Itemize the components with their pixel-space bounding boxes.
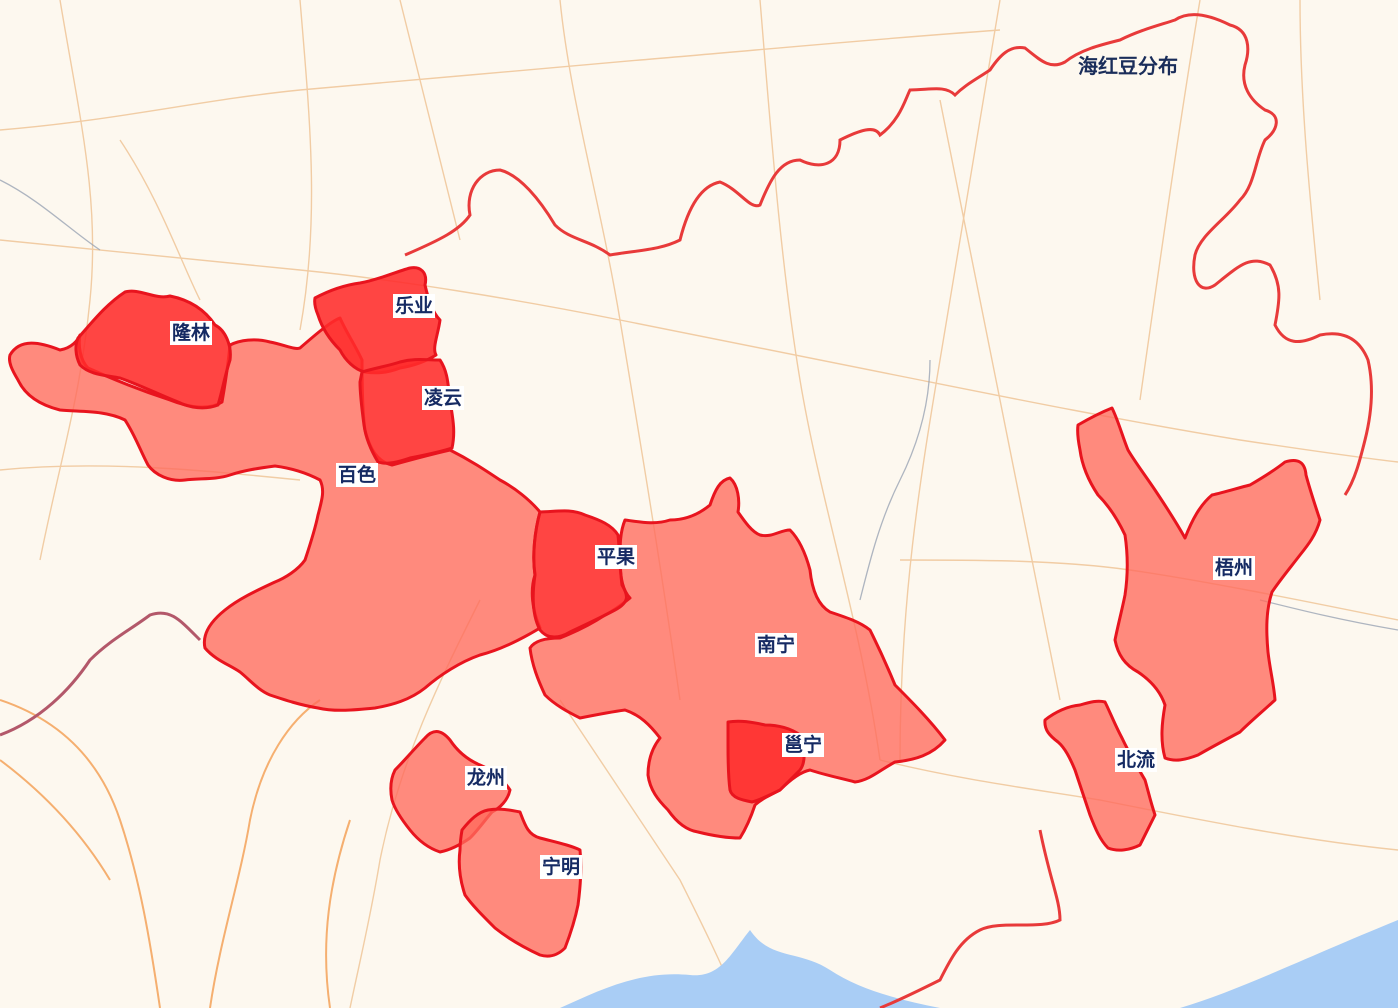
region-label-longzhou: 龙州 xyxy=(465,766,508,790)
region-leye[interactable] xyxy=(313,266,442,375)
region-ningming[interactable] xyxy=(457,807,583,958)
railway-network xyxy=(0,179,1398,631)
region-label-beiliu: 北流 xyxy=(1115,748,1158,772)
region-label-lingyun: 凌云 xyxy=(422,386,465,410)
highway-network xyxy=(0,699,351,1008)
region-label-nanning: 南宁 xyxy=(755,633,798,657)
region-label-leye: 乐业 xyxy=(393,294,436,318)
map-title: 海红豆分布 xyxy=(1078,54,1178,78)
region-label-ningming: 宁明 xyxy=(540,855,583,879)
region-longlin[interactable] xyxy=(74,289,232,410)
region-label-pingguo: 平果 xyxy=(595,545,638,569)
country-border xyxy=(0,611,202,737)
sea xyxy=(560,920,1398,1008)
region-label-yongning: 邕宁 xyxy=(782,733,825,757)
region-pingguo[interactable] xyxy=(531,509,628,639)
region-label-wuzhou: 梧州 xyxy=(1213,556,1256,580)
region-beiliu[interactable] xyxy=(1043,699,1157,852)
region-label-longlin: 隆林 xyxy=(170,321,213,345)
province-border xyxy=(404,13,1373,1008)
region-label-baise: 百色 xyxy=(336,463,379,487)
region-lingyun[interactable] xyxy=(358,358,456,465)
region-wuzhou[interactable] xyxy=(1076,406,1322,762)
